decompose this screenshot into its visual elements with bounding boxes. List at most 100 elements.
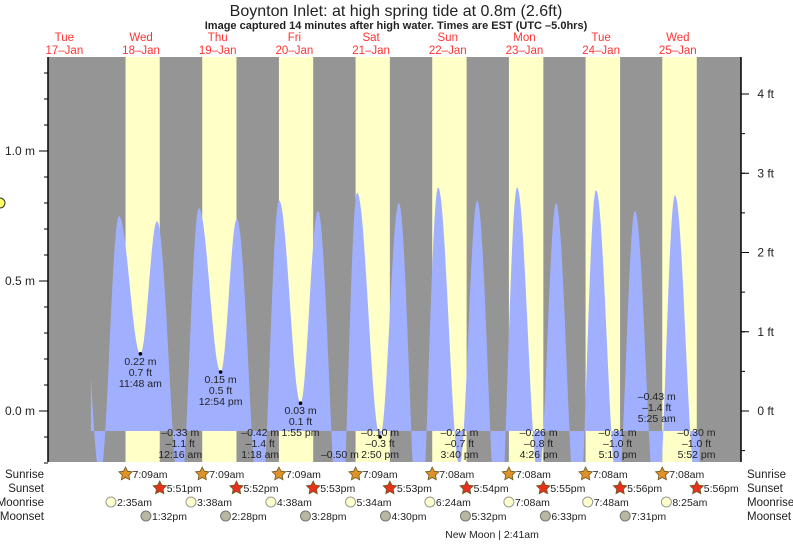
sunrise-icon [578,466,594,481]
low-tide-label: 5:25 am [638,413,676,425]
low-tide-label: –0.21 m [440,427,478,439]
sunset-time: 5:56pm [704,483,739,495]
row-label-sunset: Sunset [8,483,45,495]
sunrise-icon [348,466,364,481]
day-label-dow: Mon [513,32,535,44]
low-tide-label-group: –0.42 m–1.4 ft1:18 am [241,427,279,461]
low-tide-dot [218,370,223,374]
day-labels: Tue17–JanWed18–JanThu19–JanFri20–JanSat2… [45,32,696,57]
sunrise-time: 7:08am [669,469,704,481]
chart-title: Boynton Inlet: at high spring tide at 0.… [230,3,563,20]
moonset-icon [140,510,152,522]
sunset-time: 5:53pm [397,483,432,495]
row-label-moonrise-right: Moonrise [747,497,793,509]
low-tide-dot [378,435,382,439]
sunset-icon [459,480,475,495]
low-tide-label: 0.5 ft [209,385,232,397]
row-label-sunset-right: Sunset [747,483,784,495]
sunset-time: 5:53pm [320,483,355,495]
sunrise-time: 7:08am [439,469,474,481]
low-tide-label-group: –0.21 m–0.7 ft3:40 pm [440,427,478,461]
row-label-moonset-right: Moonset [747,511,792,523]
moonrise-icon [185,496,197,508]
low-tide-dot [298,401,303,406]
low-tide-label: –1.1 ft [166,438,195,450]
day-label-dow: Wed [666,32,689,44]
row-label-sunrise: Sunrise [5,469,44,481]
sunrise-icon [654,466,670,481]
right-tick-label: 1 ft [757,325,774,339]
right-tick-label: 0 ft [757,404,774,418]
left-tick-label: 1.0 m [5,144,35,158]
moonrise-time: 5:34am [357,497,392,509]
sunrise-icon [271,466,287,481]
moonrise-time: 7:08am [515,497,550,509]
left-tick-label: 0.5 m [5,274,35,288]
left-tick-label: 0.0 m [5,404,35,418]
plot-area [48,57,741,462]
low-tide-label: –0.26 m [520,427,558,439]
low-tide-dot [178,495,182,499]
low-tide-label: 0.22 m [124,356,156,368]
day-label-dow: Tue [55,32,74,44]
sunset-icon [382,480,398,495]
low-tide-label-group: –0.30 m–1.0 ft5:52 pm [678,427,716,461]
sunset-time: 5:52pm [243,483,278,495]
moonset-time: 5:32pm [471,511,506,523]
day-label-dow: Thu [208,32,228,44]
low-tide-label: –1.0 ft [682,438,711,450]
moonset-time: 4:30pm [391,511,426,523]
low-tide-label: –0.3 ft [366,438,395,450]
low-tide-dots [138,352,382,499]
moonrise-time: 3:38am [197,497,232,509]
low-tide-label: –1.4 ft [246,438,275,450]
moonrise-time: 8:25am [672,497,707,509]
low-tide-label: –1.4 ft [642,402,671,414]
low-tide-label: 11:48 am [119,378,162,390]
sunset-icon [305,480,321,495]
sunset-icon [612,480,628,495]
moonset-time: 7:31pm [631,511,666,523]
moonset-icon [379,510,391,522]
day-label-date: 21–Jan [352,45,390,57]
sunset-icon [535,480,551,495]
low-tide-label: 0.1 ft [289,416,312,428]
day-label-date: 18–Jan [122,45,160,57]
low-tide-label: 12:16 am [158,449,202,461]
row-label-moonset: Moonset [0,511,45,523]
low-tide-label: –0.30 m [678,427,716,439]
low-tide-label-group: –0.26 m–0.8 ft4:26 pm [520,427,558,461]
sunrise-icon [194,466,210,481]
axes: 0.0 m 0.5 m 1.0 m 0 ft 1 ft 2 ft 3 ft 4 ft [5,57,775,464]
sunset-time: 5:55pm [550,483,585,495]
low-tide-label-group: –0.50 m [321,449,359,461]
sun-moon-rows: Sunrise Sunrise Sunset Sunset Moonrise Moonri… [0,466,793,523]
moonrise-icon [105,496,117,508]
moonrise-icon [503,496,515,508]
sunset-icon [152,480,168,495]
low-tide-label-group: –0.10 m–0.3 ft2:50 pm [361,427,399,461]
low-tide-label: 3:40 pm [440,449,478,461]
moonrise-icon [345,496,357,508]
sunrise-time: 7:08am [593,469,628,481]
low-tide-label: 0.15 m [205,374,237,386]
moonset-icon [220,510,232,522]
sunrise-time: 7:09am [209,469,244,481]
day-label-date: 22–Jan [429,45,467,57]
moonrise-icon [660,496,672,508]
right-tick-label: 2 ft [757,246,774,260]
moonset-time: 6:33pm [551,511,586,523]
row-label-moonrise: Moonrise [0,497,44,509]
moonset-icon [539,510,551,522]
sunset-icon [228,480,244,495]
low-tide-label-group: –0.31 m–1.0 ft5:10 pm [599,427,637,461]
moon-phase: New Moon | 2:41am [445,529,539,541]
low-tide-label: 1:55 pm [282,427,320,439]
low-tide-label: 4:26 pm [520,449,558,461]
low-tide-label-group: –0.43 m–1.4 ft5:25 am [638,391,676,425]
sunrise-time: 7:09am [363,469,398,481]
